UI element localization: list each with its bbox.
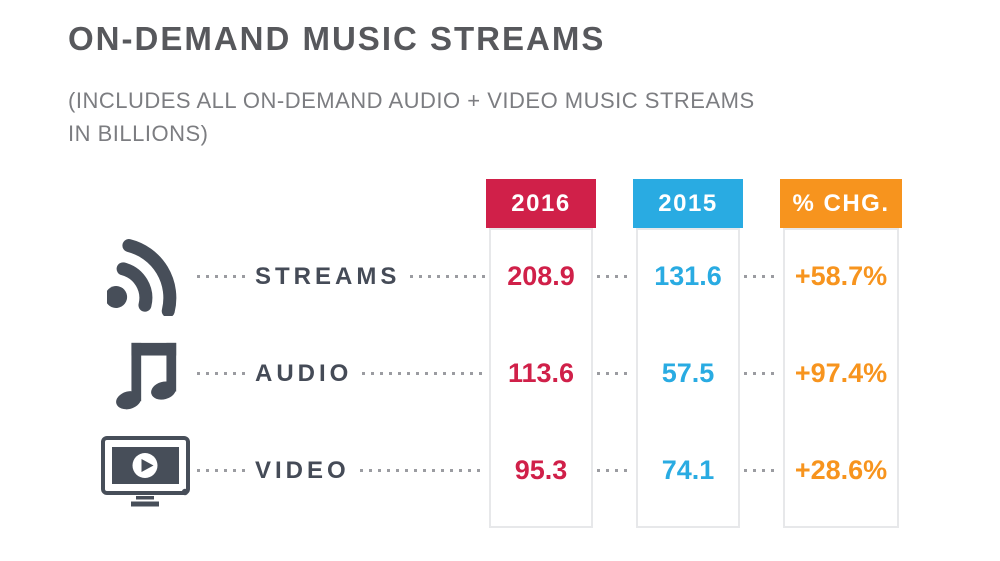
value-streams-2015: 131.6 bbox=[654, 261, 722, 291]
column-card-2015 bbox=[636, 228, 740, 528]
leader-dots bbox=[197, 372, 245, 375]
row-label-video: VIDEO bbox=[255, 456, 350, 484]
column-header-2016: 2016 bbox=[486, 179, 596, 228]
value-streams-chg: +58.7% bbox=[794, 261, 888, 291]
gap-dots bbox=[596, 325, 633, 422]
value-audio-2015: 57.5 bbox=[661, 358, 715, 388]
gap-dots bbox=[596, 422, 633, 519]
streams-data-table: 2016 2015 % CHG. STREAMS 208.9 131.6 +58… bbox=[97, 179, 902, 528]
column-header-2015: 2015 bbox=[633, 179, 743, 228]
gap-dots bbox=[596, 228, 633, 325]
value-video-2015: 74.1 bbox=[661, 455, 715, 485]
audio-note-icon bbox=[116, 342, 177, 409]
audio-label-cell: AUDIO bbox=[197, 325, 486, 422]
column-header-pct-chg: % CHG. bbox=[780, 179, 902, 228]
gap-dots bbox=[743, 228, 780, 325]
video-monitor-icon bbox=[101, 435, 190, 506]
streams-rss-icon bbox=[107, 238, 177, 316]
row-label-streams: STREAMS bbox=[255, 262, 401, 290]
streams-label-cell: STREAMS bbox=[197, 228, 486, 325]
page-subtitle-line1: (INCLUDES ALL ON-DEMAND AUDIO + VIDEO MU… bbox=[68, 88, 755, 113]
streams-icon-cell bbox=[97, 228, 197, 325]
audio-icon-cell bbox=[97, 325, 197, 422]
value-video-2016: 95.3 bbox=[514, 455, 568, 485]
page-subtitle: (INCLUDES ALL ON-DEMAND AUDIO + VIDEO MU… bbox=[68, 84, 755, 150]
leader-dots bbox=[410, 275, 486, 278]
page-subtitle-line2: IN BILLIONS) bbox=[68, 121, 209, 146]
gap-dots bbox=[743, 422, 780, 519]
video-label-cell: VIDEO bbox=[197, 422, 486, 519]
leader-dots bbox=[362, 372, 486, 375]
leader-dots bbox=[197, 469, 245, 472]
value-audio-chg: +97.4% bbox=[794, 358, 888, 388]
value-audio-2016: 113.6 bbox=[507, 358, 575, 388]
row-label-audio: AUDIO bbox=[255, 359, 353, 387]
leader-dots bbox=[359, 469, 486, 472]
leader-dots bbox=[197, 275, 245, 278]
column-card-2016 bbox=[489, 228, 593, 528]
gap-dots bbox=[743, 325, 780, 422]
column-card-pct-chg bbox=[783, 228, 899, 528]
value-streams-2016: 208.9 bbox=[507, 261, 575, 291]
video-icon-cell bbox=[97, 422, 197, 519]
page-title: ON-DEMAND MUSIC STREAMS bbox=[68, 20, 606, 57]
value-video-chg: +28.6% bbox=[794, 455, 888, 485]
